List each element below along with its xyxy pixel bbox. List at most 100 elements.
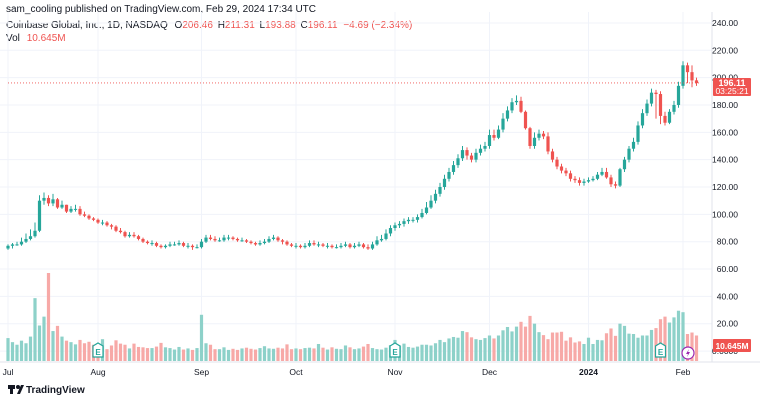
volume-bar <box>73 344 78 361</box>
candle <box>69 206 73 213</box>
volume-bar <box>348 347 352 361</box>
candle-body <box>654 92 658 95</box>
tradingview-brand[interactable]: TradingView <box>8 385 85 396</box>
candle-body <box>406 219 411 222</box>
candle-body <box>501 118 505 130</box>
candle-body <box>118 230 123 233</box>
earnings-E-icon[interactable]: E <box>654 342 667 358</box>
candle <box>28 229 33 241</box>
candle-body <box>240 240 244 242</box>
volume-bar <box>541 335 546 361</box>
candle <box>204 234 208 244</box>
candle <box>73 204 78 212</box>
candle-body <box>474 152 478 160</box>
volume-bar <box>366 343 370 361</box>
candle-body <box>186 245 190 247</box>
volume-bar <box>127 348 132 361</box>
earnings-marker-shape <box>654 342 667 358</box>
volume-bar <box>240 348 244 361</box>
candle <box>262 238 267 245</box>
volume-bar <box>82 343 87 361</box>
volume-bar <box>411 347 415 361</box>
volume-bar <box>406 346 411 361</box>
candle <box>150 240 154 246</box>
candle-body <box>109 225 114 227</box>
candle <box>658 91 663 125</box>
candle <box>523 110 528 130</box>
volume-bar <box>654 328 658 361</box>
candle-body <box>262 241 267 244</box>
volume-bar <box>325 349 330 361</box>
candle-body <box>271 237 276 239</box>
candle-body <box>303 245 307 248</box>
candle <box>609 174 613 187</box>
candle <box>330 244 334 249</box>
volume-bar <box>87 341 91 361</box>
candle-body <box>447 171 451 179</box>
lightning-icon[interactable] <box>681 346 695 360</box>
candle <box>208 234 213 241</box>
candle <box>10 243 15 249</box>
candle <box>694 77 699 86</box>
volume-bar <box>465 332 469 361</box>
candle-body <box>640 113 645 126</box>
candle <box>348 243 352 249</box>
candle-body <box>159 245 163 248</box>
candle <box>582 178 586 186</box>
candle <box>105 221 109 227</box>
volume-bar <box>438 339 442 361</box>
candle <box>24 233 28 244</box>
volume-bar <box>640 335 645 361</box>
candle-body <box>370 244 375 249</box>
volume-bar <box>316 343 321 361</box>
price-tick-label: 220.00 <box>712 45 738 55</box>
earnings-E-icon[interactable]: E <box>92 342 104 358</box>
candle-body <box>402 221 406 224</box>
volume-bar <box>172 349 177 361</box>
candle-body <box>100 222 105 224</box>
candle-body <box>424 207 429 213</box>
earnings-E-icon[interactable]: E <box>389 342 401 358</box>
volume-bar <box>622 325 627 361</box>
candle-body <box>285 241 289 245</box>
candle-body <box>532 137 537 146</box>
volume-value: 10.645M <box>26 33 66 44</box>
candle-body <box>307 243 312 246</box>
candle <box>217 237 222 242</box>
candle <box>690 65 694 88</box>
candle-body <box>33 230 37 237</box>
candle <box>546 132 550 155</box>
candle <box>181 241 186 248</box>
candle-body <box>55 199 60 208</box>
volume-bar <box>478 339 483 361</box>
candle-body <box>226 237 231 239</box>
candle-body <box>429 200 433 208</box>
candle <box>249 240 253 245</box>
candle-body <box>96 219 100 223</box>
candlesticks <box>6 61 699 250</box>
volume-bar <box>523 326 528 361</box>
volume-bar <box>141 347 145 361</box>
candle <box>384 229 388 241</box>
candle-body <box>204 237 208 242</box>
candle-body <box>541 133 546 137</box>
ohlc-change: −4.69 (−2.34%) <box>343 20 413 31</box>
candle-body <box>433 193 438 201</box>
candle <box>681 61 685 89</box>
volume-bar <box>208 344 213 361</box>
candle-body <box>37 200 42 231</box>
candle <box>397 221 402 229</box>
candle-body <box>685 65 690 73</box>
volume-bar <box>510 331 514 361</box>
candle-body <box>114 226 118 231</box>
candle-body <box>177 243 181 245</box>
candle-body <box>69 208 73 212</box>
volume-label[interactable]: Vol <box>6 33 20 44</box>
symbol-name[interactable]: Coinbase Global, Inc., 1D, NASDAQ <box>6 20 168 31</box>
candle <box>352 243 357 249</box>
candle-body <box>559 166 564 171</box>
candle-body <box>483 145 487 149</box>
volume-bar <box>492 338 496 361</box>
candle-body <box>550 151 555 160</box>
